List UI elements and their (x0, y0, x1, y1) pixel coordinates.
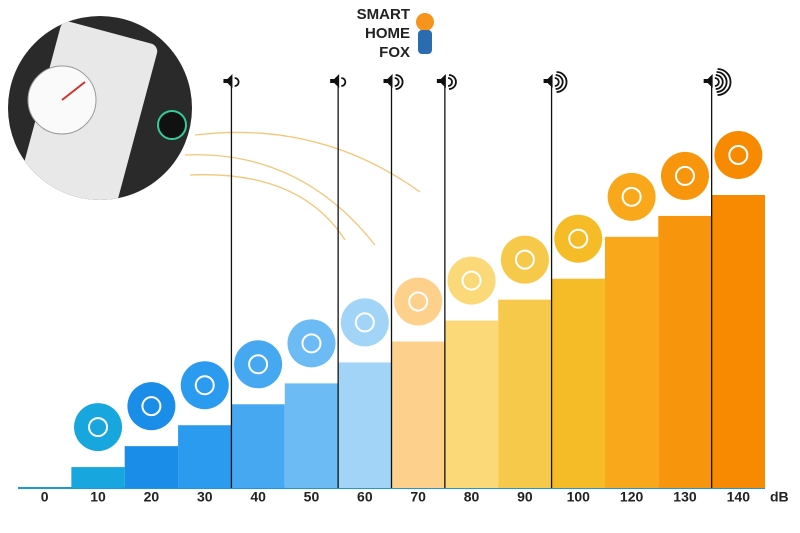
speaker-wave (555, 74, 564, 90)
x-tick-label: 30 (197, 489, 213, 505)
x-tick-label: 140 (727, 489, 751, 505)
speaker-icon (543, 74, 553, 88)
icon (554, 214, 603, 263)
bar (338, 362, 392, 488)
speaker-wave (717, 68, 732, 96)
bar (658, 215, 712, 488)
icon-detail (88, 417, 109, 438)
icon (447, 256, 496, 305)
unit-label: dB (770, 489, 789, 505)
icon-detail (141, 396, 162, 417)
x-tick-label: 60 (357, 489, 373, 505)
speaker-icon (703, 74, 713, 88)
logo-text: FOX (379, 44, 410, 61)
x-tick-label: 50 (304, 489, 320, 505)
logo-text: HOME (365, 25, 410, 42)
icon-detail (461, 270, 482, 291)
icon (340, 298, 389, 347)
x-tick-label: 100 (567, 489, 591, 505)
x-tick-label: 70 (410, 489, 426, 505)
bar (71, 467, 125, 488)
icon (607, 172, 656, 221)
bar (444, 320, 499, 488)
x-tick-label: 10 (90, 489, 106, 505)
bar (231, 404, 285, 488)
speaker-wave (556, 71, 568, 93)
bar (124, 446, 179, 488)
x-tick-label: 0 (41, 489, 49, 505)
speaker-wave (447, 77, 453, 87)
meter-photo (8, 16, 192, 200)
speaker-icon (223, 74, 233, 88)
logo: SMART HOME FOX (357, 6, 434, 61)
icon-detail (728, 145, 749, 165)
icon (394, 277, 443, 326)
speaker-wave (716, 71, 728, 93)
icon-detail (621, 186, 642, 207)
bar (711, 195, 765, 488)
speaker-wave (341, 77, 347, 87)
icon (74, 403, 123, 452)
bar (498, 299, 552, 488)
x-tick-label: 80 (464, 489, 480, 505)
icon-detail (354, 312, 375, 333)
icon (234, 340, 283, 389)
icon-detail (568, 228, 589, 249)
speaker-wave (395, 74, 404, 90)
speaker-icon (383, 74, 393, 88)
x-tick-label: 90 (517, 489, 533, 505)
speaker-wave (234, 77, 240, 87)
icon-detail (194, 375, 215, 396)
icon (660, 151, 709, 200)
icon-detail (514, 249, 535, 270)
bar (391, 341, 445, 488)
icon (287, 319, 336, 368)
speaker-wave (448, 74, 457, 90)
icon-detail (248, 354, 269, 375)
speaker-wave (714, 77, 720, 87)
icon-detail (674, 165, 695, 186)
icon-detail (408, 291, 429, 312)
bar (178, 425, 232, 488)
x-tick-label: 20 (144, 489, 160, 505)
speaker-icon (330, 74, 340, 88)
logo-text: SMART (357, 6, 410, 23)
arrows (184, 131, 421, 246)
x-tick-label: 130 (673, 489, 697, 505)
x-tick-label: 120 (620, 489, 644, 505)
icon (714, 131, 763, 179)
icon-detail (301, 333, 322, 354)
icon (180, 361, 229, 410)
speaker-wave (715, 74, 724, 90)
bar (551, 278, 605, 488)
icon (500, 235, 549, 284)
speaker-icon (436, 74, 446, 88)
x-tick-label: 40 (250, 489, 266, 505)
bar (284, 383, 339, 488)
icon (127, 382, 176, 431)
speaker-wave (554, 77, 560, 87)
speaker-wave (394, 77, 400, 87)
bar (604, 236, 659, 488)
